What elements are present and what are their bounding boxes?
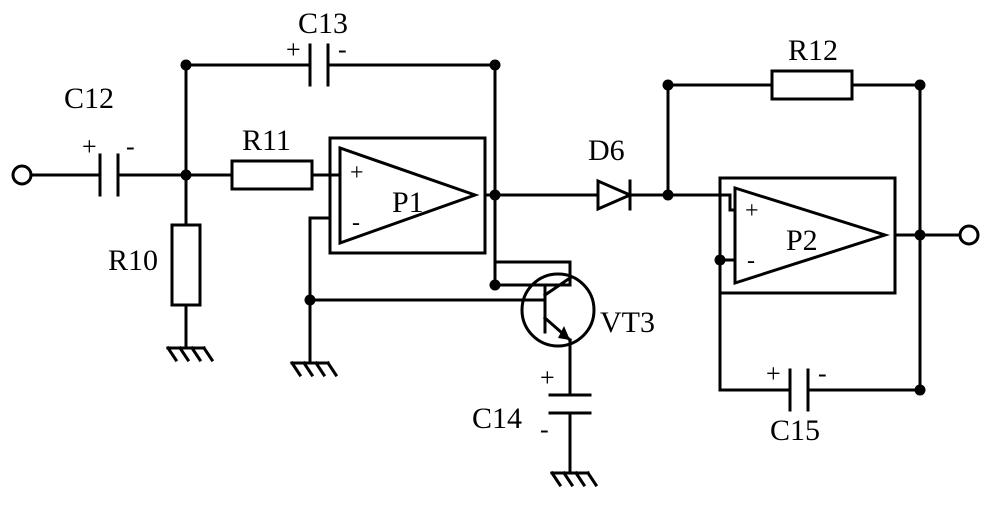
capacitor-c15: + - C15 xyxy=(766,359,827,447)
ground-c14 xyxy=(552,455,596,485)
label-c15: C15 xyxy=(770,414,820,447)
label-c13: C13 xyxy=(298,7,348,40)
capacitor-c14: + - C14 xyxy=(472,363,590,444)
output-terminal xyxy=(960,226,978,244)
label-d6: D6 xyxy=(588,134,625,167)
svg-text:-: - xyxy=(540,415,549,444)
svg-text:+: + xyxy=(540,363,555,392)
svg-text:-: - xyxy=(352,210,360,236)
svg-text:+: + xyxy=(745,198,759,224)
opamp-p2: + - P2 xyxy=(720,178,895,293)
svg-text:+: + xyxy=(350,160,364,186)
svg-text:+: + xyxy=(766,359,781,388)
resistor-r10: R10 xyxy=(108,225,212,360)
svg-text:-: - xyxy=(818,359,827,388)
ground-p1minus xyxy=(292,345,336,375)
svg-text:-: - xyxy=(747,248,755,274)
capacitor-c12: + - C12 xyxy=(64,82,186,195)
resistor-r12: R12 xyxy=(772,34,852,99)
label-r11: R11 xyxy=(242,124,291,157)
circuit-schematic: + - C12 R10 + - C13 R11 + - P1 xyxy=(0,0,1000,527)
resistor-r11: R11 xyxy=(232,124,312,189)
svg-text:-: - xyxy=(126,132,135,161)
diode-d6: D6 xyxy=(588,134,630,209)
capacitor-c13: + - C13 xyxy=(286,7,348,85)
label-p1: P1 xyxy=(392,186,424,219)
opamp-p1: + - P1 xyxy=(330,138,485,253)
label-p2: P2 xyxy=(786,224,818,257)
label-c14: C14 xyxy=(472,402,522,435)
label-c12: C12 xyxy=(64,82,114,115)
label-r10: R10 xyxy=(108,244,158,277)
svg-text:+: + xyxy=(82,132,97,161)
label-r12: R12 xyxy=(788,34,838,67)
input-terminal xyxy=(13,166,90,184)
label-vt3: VT3 xyxy=(600,306,655,339)
